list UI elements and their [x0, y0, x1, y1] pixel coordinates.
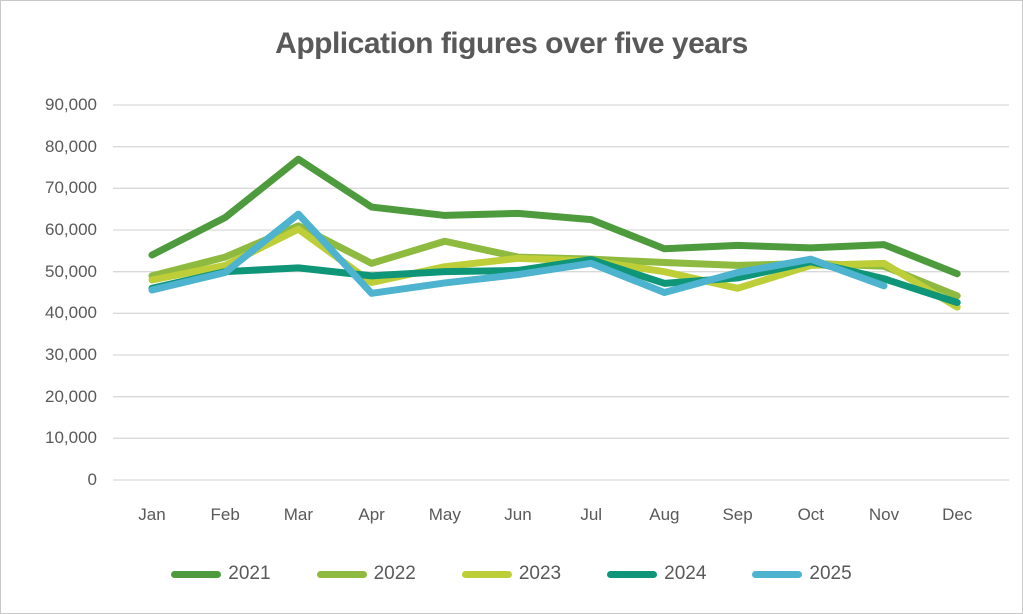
legend-item-2022: 2022 [316, 563, 416, 585]
legend-item-2023: 2023 [461, 563, 562, 585]
legend-item-2025: 2025 [752, 563, 852, 585]
x-axis-month-label: Mar [283, 505, 314, 524]
legend-label: 2024 [664, 563, 707, 584]
y-axis-tick-label: 30,000 [45, 345, 97, 364]
x-axis-month-label: Feb [210, 505, 240, 524]
legend-swatch-2024 [607, 570, 658, 578]
y-axis-tick-label: 40,000 [45, 303, 97, 323]
legend-item-2024: 2024 [607, 563, 706, 585]
legend-swatch-2025 [752, 570, 803, 578]
chart-title: Application figures over five years [275, 27, 748, 60]
x-axis-month-label: Apr [358, 505, 385, 524]
legend-label: 2022 [373, 563, 416, 584]
x-axis-month-label: Nov [868, 505, 900, 524]
x-axis-month-label: Jul [580, 505, 603, 524]
y-axis-tick-label: 20,000 [45, 386, 97, 406]
y-axis-tick-label: 90,000 [45, 95, 97, 114]
y-axis-tick-label: 10,000 [45, 428, 97, 448]
legend-item-2021: 2021 [171, 563, 271, 585]
x-axis-month-label: May [428, 505, 461, 524]
legend-label: 2023 [518, 563, 562, 584]
x-axis-month-label: Aug [649, 505, 680, 524]
y-axis-tick-label: 60,000 [45, 220, 97, 239]
y-axis-tick-label: 70,000 [45, 178, 97, 198]
y-axis-tick-label: 0 [87, 470, 97, 489]
legend-swatch-2021 [171, 570, 222, 578]
legend-swatch-2023 [461, 570, 512, 578]
x-axis-month-label: Jun [504, 505, 532, 524]
x-axis-month-label: Sep [722, 505, 753, 524]
legend-swatch-2022 [316, 570, 367, 578]
y-axis-tick-label: 50,000 [45, 261, 97, 281]
x-axis-month-label: Oct [797, 505, 825, 524]
x-axis-month-label: Dec [942, 505, 973, 524]
legend-label: 2021 [228, 563, 271, 584]
series-line-2021 [148, 155, 961, 278]
chart-legend: 2021 2022 2023 2024 2025 [1, 563, 1022, 585]
series-line-2025 [148, 210, 888, 297]
x-axis-month-label: Jan [138, 505, 166, 524]
legend-label: 2025 [809, 563, 852, 584]
y-axis-tick-label: 80,000 [45, 136, 97, 156]
